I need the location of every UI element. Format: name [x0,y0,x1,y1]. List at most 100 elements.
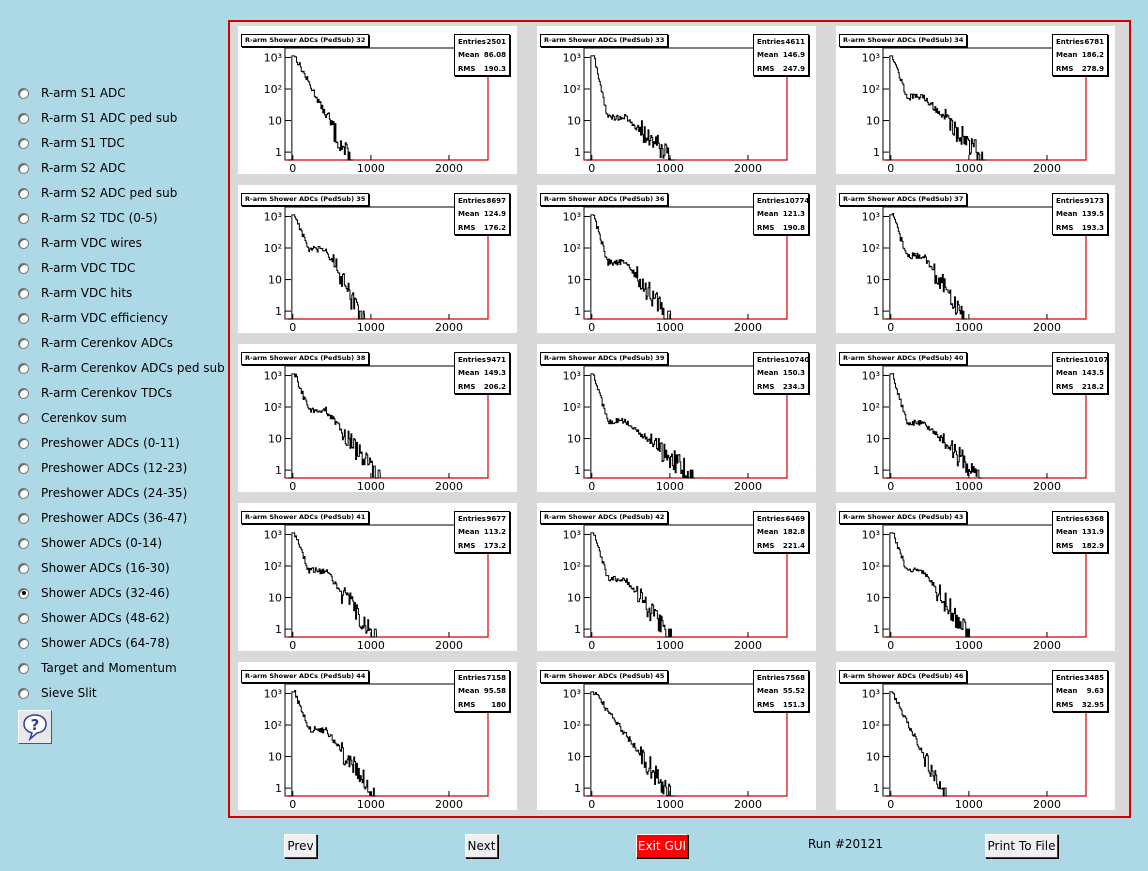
radio-button[interactable] [18,637,29,649]
radio-button[interactable] [18,587,29,599]
stat-label: Mean [757,210,779,219]
radio-button[interactable] [18,337,29,349]
menu-item[interactable]: Cerenkov sum [16,408,127,428]
menu-item[interactable]: R-arm S2 TDC (0-5) [16,208,158,228]
stat-row: Mean 182.8 [754,526,808,540]
y-tick-label: 10 [268,751,282,764]
x-tick-label: 2000 [435,162,463,174]
radio-button[interactable] [18,237,29,249]
menu-item[interactable]: R-arm S1 ADC ped sub [16,108,177,128]
stat-value: 150.3 [782,369,805,378]
radio-button[interactable] [18,512,29,524]
radio-button[interactable] [18,437,29,449]
y-tick-label: 10 [866,274,880,287]
histogram-title: R-arm Shower ADCs (PedSub) 42 [540,511,669,524]
y-tick-label: 10 [866,751,880,764]
stat-label: RMS [458,382,476,391]
radio-button[interactable] [18,462,29,474]
exit-gui-button[interactable]: Exit GUI [636,834,688,858]
histogram-line [886,373,983,479]
stat-row: Mean 113.2 [455,526,509,540]
histogram-pad: 10³ 10² 10 1 0 1000 2000 R-arm Shower ADCs (Ped… [836,662,1115,810]
menu-item-label: R-arm VDC wires [41,236,142,250]
histogram-pad: 10³ 10² 10 1 0 1000 2000 R-arm Shower ADCs (Ped… [537,26,816,174]
menu-item[interactable]: Shower ADCs (32-46) [16,583,170,603]
menu-item[interactable]: R-arm VDC wires [16,233,142,253]
y-tick-label: 10³ [862,687,880,700]
menu-item[interactable]: Target and Momentum [16,658,177,678]
stat-label: Mean [757,687,779,696]
radio-button[interactable] [18,612,29,624]
menu-item[interactable]: R-arm Cerenkov ADCs ped sub [16,358,225,378]
stat-label: RMS [1056,64,1074,73]
stats-box: Entries 10774 Mean 121.3 RMS 190.8 [753,193,809,235]
stat-value: 10107 [1083,355,1109,364]
prev-button[interactable]: Prev [284,834,317,858]
stat-row: Mean 9.63 [1053,685,1107,699]
radio-button[interactable] [18,537,29,549]
x-tick-label: 1000 [656,480,684,492]
y-tick-label: 10² [563,719,581,732]
x-tick-label: 2000 [1033,480,1061,492]
histogram-baseline [584,370,788,479]
histogram-line [587,532,673,638]
stat-label: Entries [757,196,785,205]
radio-button[interactable] [18,287,29,299]
radio-button[interactable] [18,262,29,274]
menu-item[interactable]: R-arm Cerenkov ADCs [16,333,173,353]
histogram-title: R-arm Shower ADCs (PedSub) 46 [839,670,968,683]
stat-row: Entries 3485 [1053,671,1107,685]
menu-item[interactable]: Shower ADCs (48-62) [16,608,170,628]
menu-item[interactable]: R-arm VDC hits [16,283,132,303]
menu-item[interactable]: R-arm S1 TDC [16,133,125,153]
radio-button[interactable] [18,112,29,124]
stat-row: Entries 9471 [455,353,509,367]
menu-item[interactable]: R-arm S1 ADC [16,83,126,103]
stat-label: RMS [1056,700,1074,709]
menu-item[interactable]: Shower ADCs (0-14) [16,533,162,553]
y-tick-label: 10² [862,560,880,573]
radio-button[interactable] [18,487,29,499]
radio-button[interactable] [18,212,29,224]
menu-item[interactable]: R-arm Cerenkov TDCs [16,383,172,403]
stat-label: RMS [757,382,775,391]
menu-item[interactable]: Preshower ADCs (24-35) [16,483,187,503]
menu-item[interactable]: Sieve Slit [16,683,97,703]
menu-item[interactable]: Shower ADCs (16-30) [16,558,170,578]
stats-box: Entries 7568 Mean 55.52 RMS 151.3 [753,670,809,712]
radio-button[interactable] [18,162,29,174]
x-tick-label: 2000 [1033,798,1061,810]
radio-button[interactable] [18,562,29,574]
histogram-title: R-arm Shower ADCs (PedSub) 32 [241,34,370,47]
y-tick-label: 10² [563,560,581,573]
stat-label: Entries [1056,514,1084,523]
menu-item[interactable]: Shower ADCs (64-78) [16,633,170,653]
radio-button[interactable] [18,387,29,399]
menu-item[interactable]: R-arm VDC efficiency [16,308,168,328]
menu-item[interactable]: R-arm S2 ADC ped sub [16,183,177,203]
y-tick-label: 10² [264,719,282,732]
radio-button[interactable] [18,137,29,149]
stat-value: 124.9 [483,210,506,219]
menu-item[interactable]: R-arm S2 ADC [16,158,126,178]
menu-item-label: R-arm Cerenkov ADCs ped sub [41,361,225,375]
menu-item[interactable]: Preshower ADCs (36-47) [16,508,187,528]
stats-box: Entries 2501 Mean 86.08 RMS 190.3 [454,34,510,76]
menu-item[interactable]: R-arm VDC TDC [16,258,135,278]
radio-button[interactable] [18,362,29,374]
radio-button[interactable] [18,662,29,674]
menu-item[interactable]: Preshower ADCs (0-11) [16,433,180,453]
next-button[interactable]: Next [465,834,498,858]
stat-label: Mean [1056,687,1078,696]
y-tick-label: 10² [862,242,880,255]
radio-button[interactable] [18,187,29,199]
print-to-file-button[interactable]: Print To File [985,834,1058,858]
histogram-pad: 10³ 10² 10 1 0 1000 2000 R-arm Shower ADCs (Ped… [238,503,517,651]
radio-button[interactable] [18,412,29,424]
menu-item[interactable]: Preshower ADCs (12-23) [16,458,187,478]
y-tick-label: 1 [275,305,282,318]
help-button[interactable]: ? [18,710,52,744]
radio-button[interactable] [18,312,29,324]
radio-button[interactable] [18,87,29,99]
radio-button[interactable] [18,687,29,699]
